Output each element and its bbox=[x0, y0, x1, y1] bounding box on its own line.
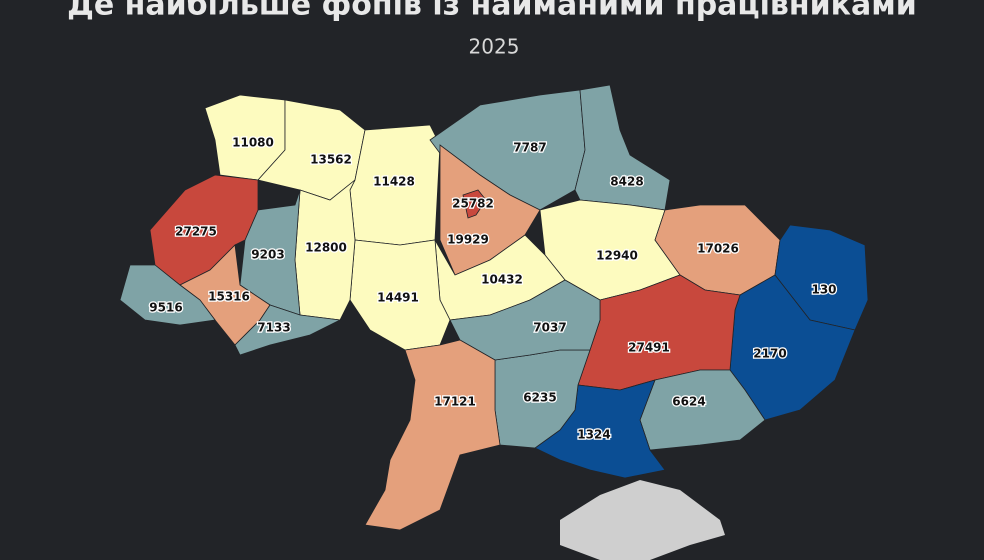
region-value: 10432 bbox=[481, 273, 523, 287]
region-value: 27491 bbox=[628, 341, 670, 355]
region-value: 13562 bbox=[310, 153, 352, 167]
region-value: 7037 bbox=[533, 321, 566, 335]
region-value: 6235 bbox=[523, 391, 556, 405]
region-value: 19929 bbox=[447, 233, 489, 247]
region bbox=[119, 264, 216, 326]
region-value: 14491 bbox=[377, 291, 419, 305]
region-value: 17026 bbox=[697, 242, 739, 256]
region-value: 2170 bbox=[753, 347, 786, 361]
region bbox=[462, 189, 487, 219]
region-value: 130 bbox=[811, 283, 836, 297]
region bbox=[234, 304, 342, 356]
region bbox=[179, 244, 271, 346]
region-value: 27275 bbox=[175, 225, 217, 239]
region-value: 25782 bbox=[452, 197, 494, 211]
region-value: 12940 bbox=[596, 249, 638, 263]
region-value: 15316 bbox=[208, 290, 250, 304]
region-value: 1324 bbox=[577, 428, 610, 442]
crimea bbox=[560, 480, 725, 560]
title: Де найбільше фопів із найманими працівни… bbox=[67, 0, 917, 23]
region-value: 7133 bbox=[257, 321, 290, 335]
region-value: 8428 bbox=[610, 175, 643, 189]
region-value: 12800 bbox=[305, 241, 347, 255]
region-value: 11428 bbox=[373, 175, 415, 189]
region bbox=[574, 84, 671, 211]
region-value: 9516 bbox=[149, 301, 182, 315]
region-value: 9203 bbox=[251, 248, 284, 262]
region bbox=[364, 339, 501, 531]
region-value: 7787 bbox=[513, 141, 546, 155]
region-value: 11080 bbox=[232, 136, 274, 150]
region-value: 6624 bbox=[672, 395, 705, 409]
subtitle: 2025 bbox=[469, 35, 520, 59]
region-value: 17121 bbox=[434, 395, 476, 409]
region bbox=[349, 239, 451, 351]
